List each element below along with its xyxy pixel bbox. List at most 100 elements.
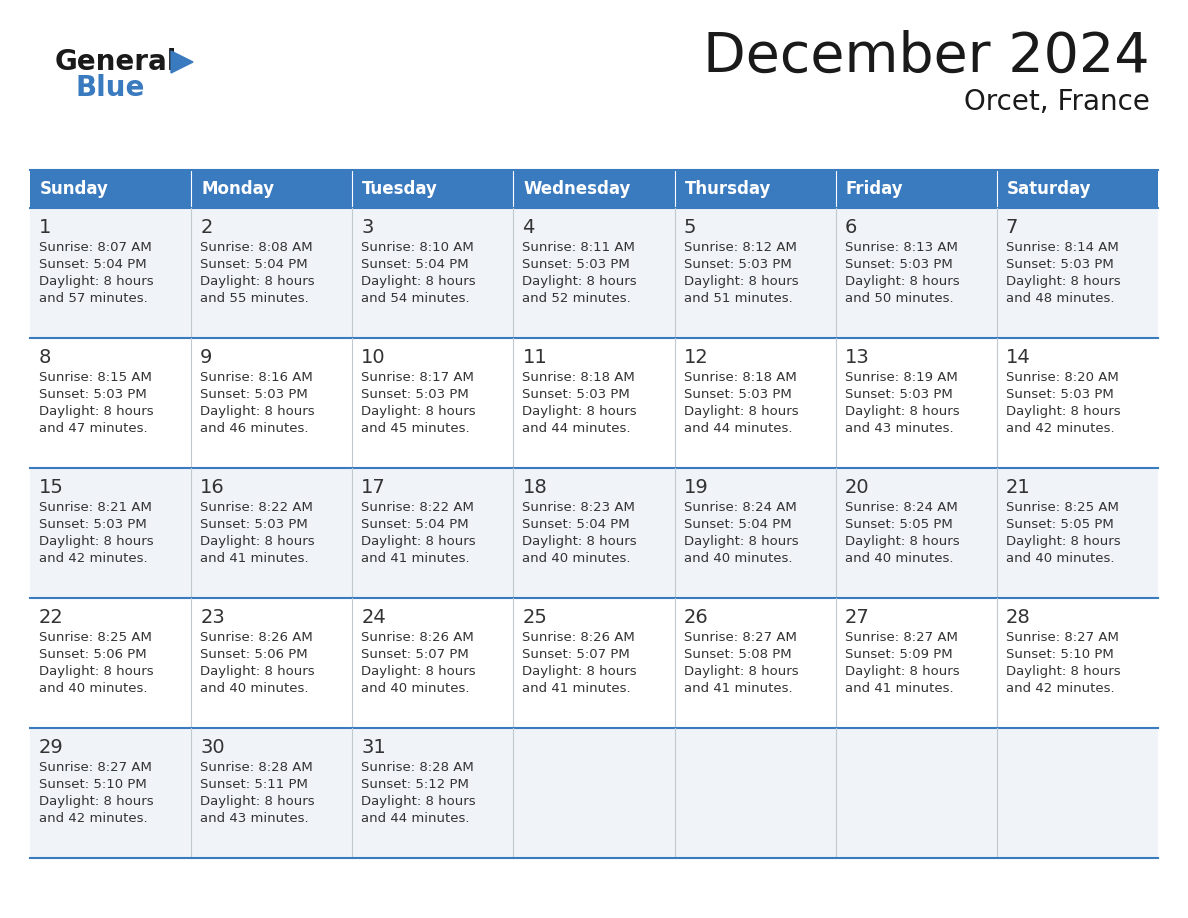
Text: and 41 minutes.: and 41 minutes. [683, 682, 792, 695]
Text: Daylight: 8 hours: Daylight: 8 hours [1006, 275, 1120, 288]
Text: Thursday: Thursday [684, 180, 771, 198]
Text: Sunset: 5:11 PM: Sunset: 5:11 PM [200, 778, 308, 791]
Text: Daylight: 8 hours: Daylight: 8 hours [361, 275, 476, 288]
Text: Daylight: 8 hours: Daylight: 8 hours [683, 665, 798, 678]
Text: Sunrise: 8:07 AM: Sunrise: 8:07 AM [39, 241, 152, 254]
Text: 4: 4 [523, 218, 535, 237]
Text: Sunday: Sunday [40, 180, 109, 198]
Text: Daylight: 8 hours: Daylight: 8 hours [200, 665, 315, 678]
Bar [353, 170, 513, 208]
Text: and 43 minutes.: and 43 minutes. [845, 422, 953, 435]
Text: Monday: Monday [201, 180, 274, 198]
Text: Orcet, France: Orcet, France [965, 88, 1150, 116]
Text: Sunrise: 8:27 AM: Sunrise: 8:27 AM [845, 631, 958, 644]
Text: Sunset: 5:06 PM: Sunset: 5:06 PM [200, 648, 308, 661]
Text: Sunset: 5:03 PM: Sunset: 5:03 PM [39, 518, 147, 531]
Text: Daylight: 8 hours: Daylight: 8 hours [523, 535, 637, 548]
Text: and 57 minutes.: and 57 minutes. [39, 292, 147, 305]
Text: Sunrise: 8:10 AM: Sunrise: 8:10 AM [361, 241, 474, 254]
Text: Sunset: 5:10 PM: Sunset: 5:10 PM [1006, 648, 1113, 661]
Text: General: General [55, 48, 177, 76]
Text: Sunrise: 8:18 AM: Sunrise: 8:18 AM [683, 371, 796, 384]
Text: Blue: Blue [75, 74, 145, 102]
Text: Daylight: 8 hours: Daylight: 8 hours [200, 795, 315, 808]
Text: Daylight: 8 hours: Daylight: 8 hours [523, 665, 637, 678]
Text: Sunset: 5:03 PM: Sunset: 5:03 PM [523, 258, 630, 271]
Text: Daylight: 8 hours: Daylight: 8 hours [361, 535, 476, 548]
Text: and 40 minutes.: and 40 minutes. [200, 682, 309, 695]
Text: Sunrise: 8:20 AM: Sunrise: 8:20 AM [1006, 371, 1119, 384]
Text: 14: 14 [1006, 348, 1031, 367]
Text: Sunset: 5:04 PM: Sunset: 5:04 PM [683, 518, 791, 531]
Text: 12: 12 [683, 348, 708, 367]
Text: Daylight: 8 hours: Daylight: 8 hours [39, 275, 153, 288]
Text: Sunrise: 8:27 AM: Sunrise: 8:27 AM [1006, 631, 1119, 644]
Text: Daylight: 8 hours: Daylight: 8 hours [361, 795, 476, 808]
Text: and 47 minutes.: and 47 minutes. [39, 422, 147, 435]
Text: and 42 minutes.: and 42 minutes. [1006, 422, 1114, 435]
Text: 11: 11 [523, 348, 548, 367]
Text: Friday: Friday [846, 180, 903, 198]
Text: Daylight: 8 hours: Daylight: 8 hours [361, 665, 476, 678]
Text: and 40 minutes.: and 40 minutes. [361, 682, 469, 695]
Bar [30, 468, 1158, 598]
Text: and 54 minutes.: and 54 minutes. [361, 292, 470, 305]
Text: Sunrise: 8:11 AM: Sunrise: 8:11 AM [523, 241, 636, 254]
Text: Sunrise: 8:26 AM: Sunrise: 8:26 AM [523, 631, 636, 644]
Text: Sunrise: 8:25 AM: Sunrise: 8:25 AM [39, 631, 152, 644]
Text: Daylight: 8 hours: Daylight: 8 hours [523, 275, 637, 288]
Bar [30, 598, 1158, 728]
Text: Saturday: Saturday [1007, 180, 1092, 198]
Text: Sunset: 5:03 PM: Sunset: 5:03 PM [683, 258, 791, 271]
Text: Sunrise: 8:27 AM: Sunrise: 8:27 AM [39, 761, 152, 774]
Text: Sunset: 5:03 PM: Sunset: 5:03 PM [523, 388, 630, 401]
Text: Daylight: 8 hours: Daylight: 8 hours [845, 535, 960, 548]
Text: 6: 6 [845, 218, 857, 237]
Text: Sunrise: 8:17 AM: Sunrise: 8:17 AM [361, 371, 474, 384]
Text: Sunset: 5:03 PM: Sunset: 5:03 PM [1006, 258, 1113, 271]
Text: and 41 minutes.: and 41 minutes. [361, 552, 470, 565]
Text: Sunset: 5:04 PM: Sunset: 5:04 PM [523, 518, 630, 531]
Bar [30, 208, 1158, 338]
Text: Sunset: 5:03 PM: Sunset: 5:03 PM [200, 518, 308, 531]
Text: 2: 2 [200, 218, 213, 237]
Text: and 42 minutes.: and 42 minutes. [39, 552, 147, 565]
Text: Sunset: 5:05 PM: Sunset: 5:05 PM [1006, 518, 1113, 531]
Text: and 41 minutes.: and 41 minutes. [523, 682, 631, 695]
Text: Sunrise: 8:23 AM: Sunrise: 8:23 AM [523, 501, 636, 514]
Text: 9: 9 [200, 348, 213, 367]
Text: Sunset: 5:09 PM: Sunset: 5:09 PM [845, 648, 953, 661]
Text: Sunset: 5:03 PM: Sunset: 5:03 PM [1006, 388, 1113, 401]
Text: Sunset: 5:03 PM: Sunset: 5:03 PM [361, 388, 469, 401]
Text: Sunset: 5:07 PM: Sunset: 5:07 PM [523, 648, 630, 661]
Text: Daylight: 8 hours: Daylight: 8 hours [361, 405, 476, 418]
Text: 10: 10 [361, 348, 386, 367]
Text: Sunrise: 8:27 AM: Sunrise: 8:27 AM [683, 631, 796, 644]
Bar [30, 170, 191, 208]
Text: Daylight: 8 hours: Daylight: 8 hours [200, 535, 315, 548]
Text: Sunrise: 8:08 AM: Sunrise: 8:08 AM [200, 241, 312, 254]
Text: 24: 24 [361, 608, 386, 627]
Text: 7: 7 [1006, 218, 1018, 237]
Text: 3: 3 [361, 218, 374, 237]
Text: 29: 29 [39, 738, 64, 757]
Text: Sunrise: 8:22 AM: Sunrise: 8:22 AM [361, 501, 474, 514]
Text: Daylight: 8 hours: Daylight: 8 hours [683, 405, 798, 418]
Text: and 41 minutes.: and 41 minutes. [845, 682, 953, 695]
Text: Sunset: 5:12 PM: Sunset: 5:12 PM [361, 778, 469, 791]
Text: Sunset: 5:08 PM: Sunset: 5:08 PM [683, 648, 791, 661]
Text: Daylight: 8 hours: Daylight: 8 hours [39, 405, 153, 418]
Text: December 2024: December 2024 [703, 30, 1150, 84]
Text: Sunrise: 8:24 AM: Sunrise: 8:24 AM [683, 501, 796, 514]
Text: and 48 minutes.: and 48 minutes. [1006, 292, 1114, 305]
Text: 30: 30 [200, 738, 225, 757]
Text: Daylight: 8 hours: Daylight: 8 hours [200, 405, 315, 418]
Text: Sunset: 5:04 PM: Sunset: 5:04 PM [39, 258, 146, 271]
Text: 5: 5 [683, 218, 696, 237]
Text: Sunset: 5:04 PM: Sunset: 5:04 PM [200, 258, 308, 271]
Bar [675, 170, 835, 208]
Text: and 42 minutes.: and 42 minutes. [1006, 682, 1114, 695]
Text: 8: 8 [39, 348, 51, 367]
Text: 27: 27 [845, 608, 870, 627]
Text: Sunset: 5:04 PM: Sunset: 5:04 PM [361, 518, 469, 531]
